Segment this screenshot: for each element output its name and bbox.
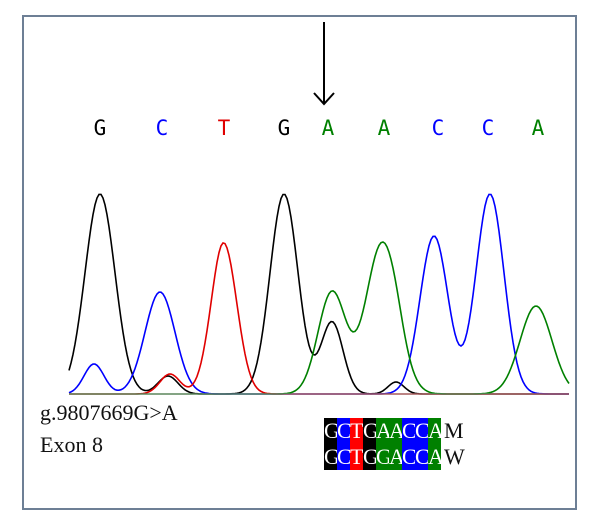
trace-peaks [68, 193, 570, 395]
base-call-4: A [322, 116, 335, 140]
alignment-suffix: W [441, 444, 470, 470]
trace-A [69, 241, 570, 395]
alignment-cell: A [389, 418, 405, 444]
alignment-cell: G [363, 444, 379, 470]
base-call-2: T [218, 116, 231, 140]
alignment-cell: C [402, 444, 417, 470]
alignment-cell: C [337, 444, 352, 470]
alignment-cell: A [376, 418, 392, 444]
alignment-cell: A [428, 444, 444, 470]
base-call-0: G [94, 116, 107, 140]
exon-label: Exon 8 [40, 432, 103, 457]
trace-C [68, 193, 569, 395]
base-call-7: C [482, 116, 495, 140]
mutation-arrow [313, 22, 335, 106]
alignment-cell: G [324, 418, 340, 444]
trace-G [68, 193, 569, 395]
alignment-cell: G [363, 418, 379, 444]
base-call-8: A [532, 116, 545, 140]
alignment-cell: C [415, 418, 430, 444]
mutation-label: g.9807669G>A [40, 400, 178, 425]
alignment-cell: G [324, 444, 340, 470]
base-call-6: C [432, 116, 445, 140]
base-call-5: A [378, 116, 391, 140]
alignment-suffix: M [441, 418, 470, 444]
base-call-3: G [278, 116, 291, 140]
base-call-1: C [156, 116, 169, 140]
alignment-cell: G [376, 444, 392, 470]
alignment-cell: C [337, 418, 352, 444]
alignment-cell: C [415, 444, 430, 470]
alignment-cell: C [402, 418, 417, 444]
alignment-cell: T [350, 418, 364, 444]
trace-T [69, 241, 569, 395]
alignment-cell: A [428, 418, 444, 444]
alignment-cell: A [389, 444, 405, 470]
alignment-cell: T [350, 444, 364, 470]
